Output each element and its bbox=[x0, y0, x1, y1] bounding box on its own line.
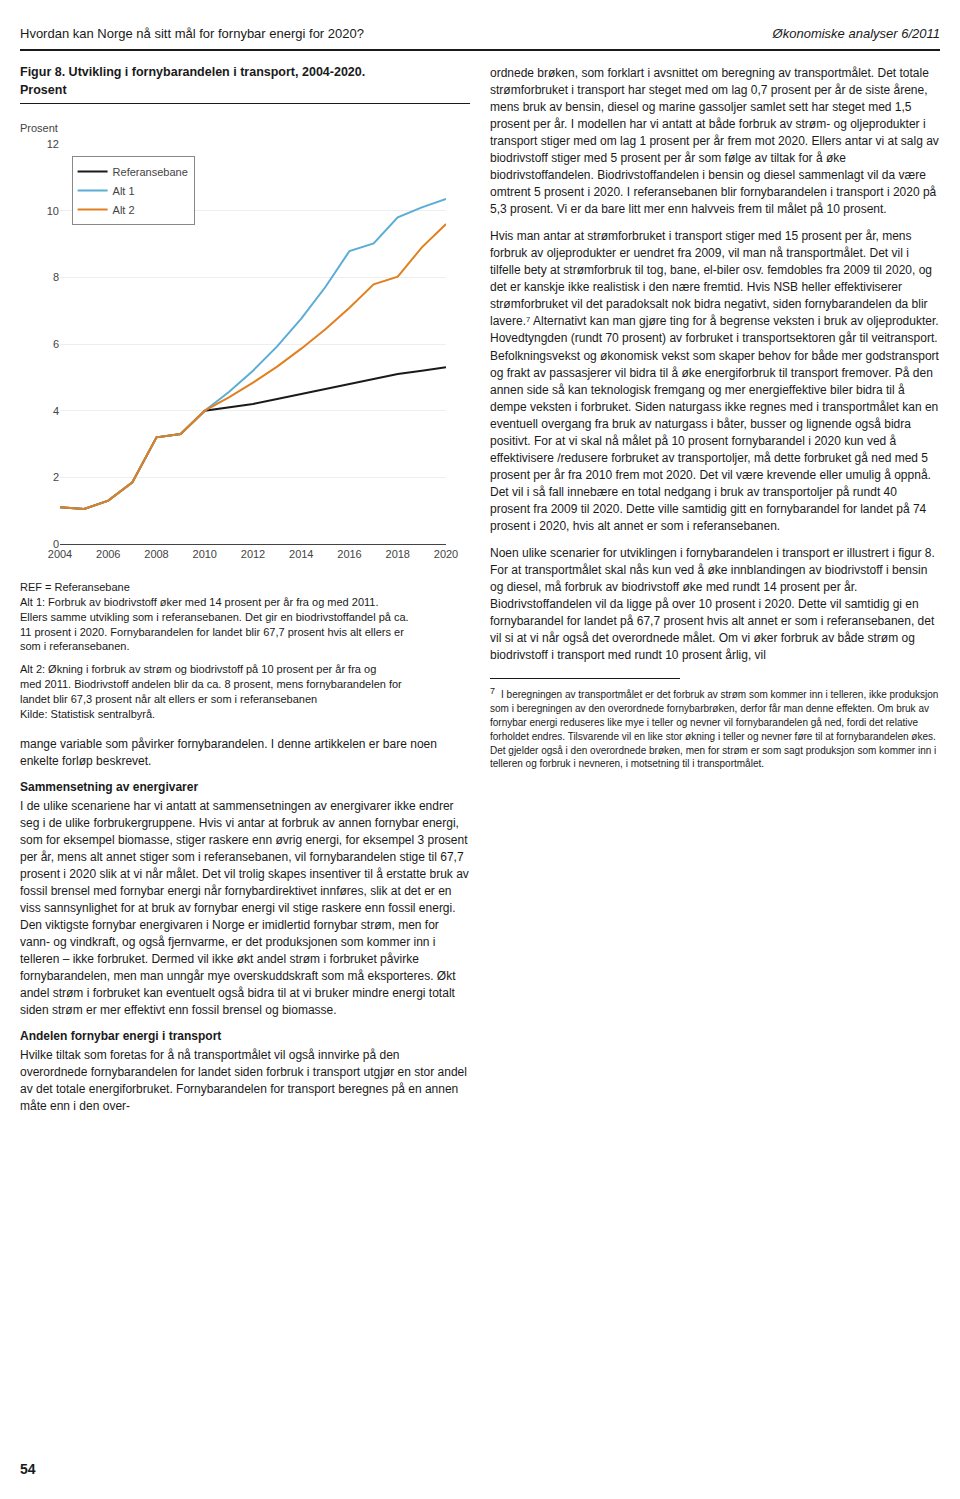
html-text:Hvordan kan Norge nå sitt mål: Hvordan kan Norge nå sitt mål for fornyb… bbox=[20, 26, 364, 41]
svg-text:Referansebane: Referansebane bbox=[113, 166, 188, 178]
svg-text:2018: 2018 bbox=[386, 548, 410, 560]
html-text:54: 54 bbox=[20, 1461, 36, 1477]
html-text:som i referansebanen.: som i referansebanen. bbox=[20, 640, 130, 653]
html-text:med 2011. Biodrivstoff andelen: med 2011. Biodrivstoff andelen blir da c… bbox=[20, 678, 402, 691]
svg-text:Alt 1: Alt 1 bbox=[113, 185, 135, 197]
html-text:Noen ulike scenarier for utvik: Noen ulike scenarier for utviklingen i f… bbox=[490, 545, 935, 662]
svg-text:4: 4 bbox=[53, 405, 59, 417]
html-text:Prosent: Prosent bbox=[20, 83, 67, 97]
svg-text:2: 2 bbox=[53, 471, 59, 483]
html-text:mange variable som påvirker fo: mange variable som påvirker fornybarande… bbox=[20, 736, 437, 768]
html-text:Økonomiske analyser 6/2011: Økonomiske analyser 6/2011 bbox=[772, 26, 940, 41]
svg-text:10: 10 bbox=[47, 205, 59, 217]
svg-text:2014: 2014 bbox=[289, 548, 313, 560]
html-text:Alt 2: Økning i forbruk av str: Alt 2: Økning i forbruk av strøm og biod… bbox=[20, 663, 377, 676]
html-text:Hvilke tiltak som foretas for: Hvilke tiltak som foretas for å nå trans… bbox=[20, 1048, 467, 1114]
html-text:Sammensetning av energivarer: Sammensetning av energivarer bbox=[20, 779, 199, 794]
html-text:7: 7 bbox=[490, 686, 495, 697]
html-text:Hvis man antar at strømforbruk: Hvis man antar at strømforbruket i trans… bbox=[490, 229, 939, 533]
svg-text:Prosent: Prosent bbox=[20, 122, 58, 134]
svg-text:0: 0 bbox=[53, 538, 59, 550]
html-text:Alt 1: Forbruk av biodrivstoff: Alt 1: Forbruk av biodrivstoff øker med … bbox=[20, 595, 379, 608]
svg-text:8: 8 bbox=[53, 271, 59, 283]
html-text:Ellers samme utvikling som i r: Ellers samme utvikling som i referanseba… bbox=[20, 610, 409, 623]
svg-text:2010: 2010 bbox=[193, 548, 217, 560]
svg-text:2004: 2004 bbox=[48, 548, 72, 560]
html-text:ordnede brøken, som forklart i: ordnede brøken, som forklart i avsnittet… bbox=[490, 66, 939, 217]
html-text:11 prosent i 2020. Fornybarand: 11 prosent i 2020. Fornybarandelen for l… bbox=[20, 625, 404, 638]
html-text:REF = Referansebane: REF = Referansebane bbox=[20, 581, 130, 593]
svg-text:2016: 2016 bbox=[337, 548, 361, 560]
html-text:Kilde: Statistisk sentralbyrå.: Kilde: Statistisk sentralbyrå. bbox=[20, 707, 156, 720]
svg-text:2006: 2006 bbox=[96, 548, 120, 560]
html-text:Figur 8. Utvikling i fornybara: Figur 8. Utvikling i fornybarandelen i t… bbox=[20, 65, 366, 79]
svg-text:2020: 2020 bbox=[434, 548, 458, 560]
html-text:Andelen fornybar energi i tran: Andelen fornybar energi i transport bbox=[20, 1029, 222, 1044]
svg-text:2012: 2012 bbox=[241, 548, 265, 560]
svg-text:6: 6 bbox=[53, 338, 59, 350]
html-text:I beregningen av transportmåle: I beregningen av transportmålet er det f… bbox=[490, 689, 939, 770]
html-text:I de ulike scenariene har vi a: I de ulike scenariene har vi antatt at s… bbox=[20, 798, 469, 1017]
svg-text:12: 12 bbox=[47, 138, 59, 150]
svg-text:Alt 2: Alt 2 bbox=[113, 204, 135, 216]
html-text:landet blir 67,3 prosent når a: landet blir 67,3 prosent når alt ellers … bbox=[20, 692, 318, 705]
svg-text:2008: 2008 bbox=[144, 548, 168, 560]
